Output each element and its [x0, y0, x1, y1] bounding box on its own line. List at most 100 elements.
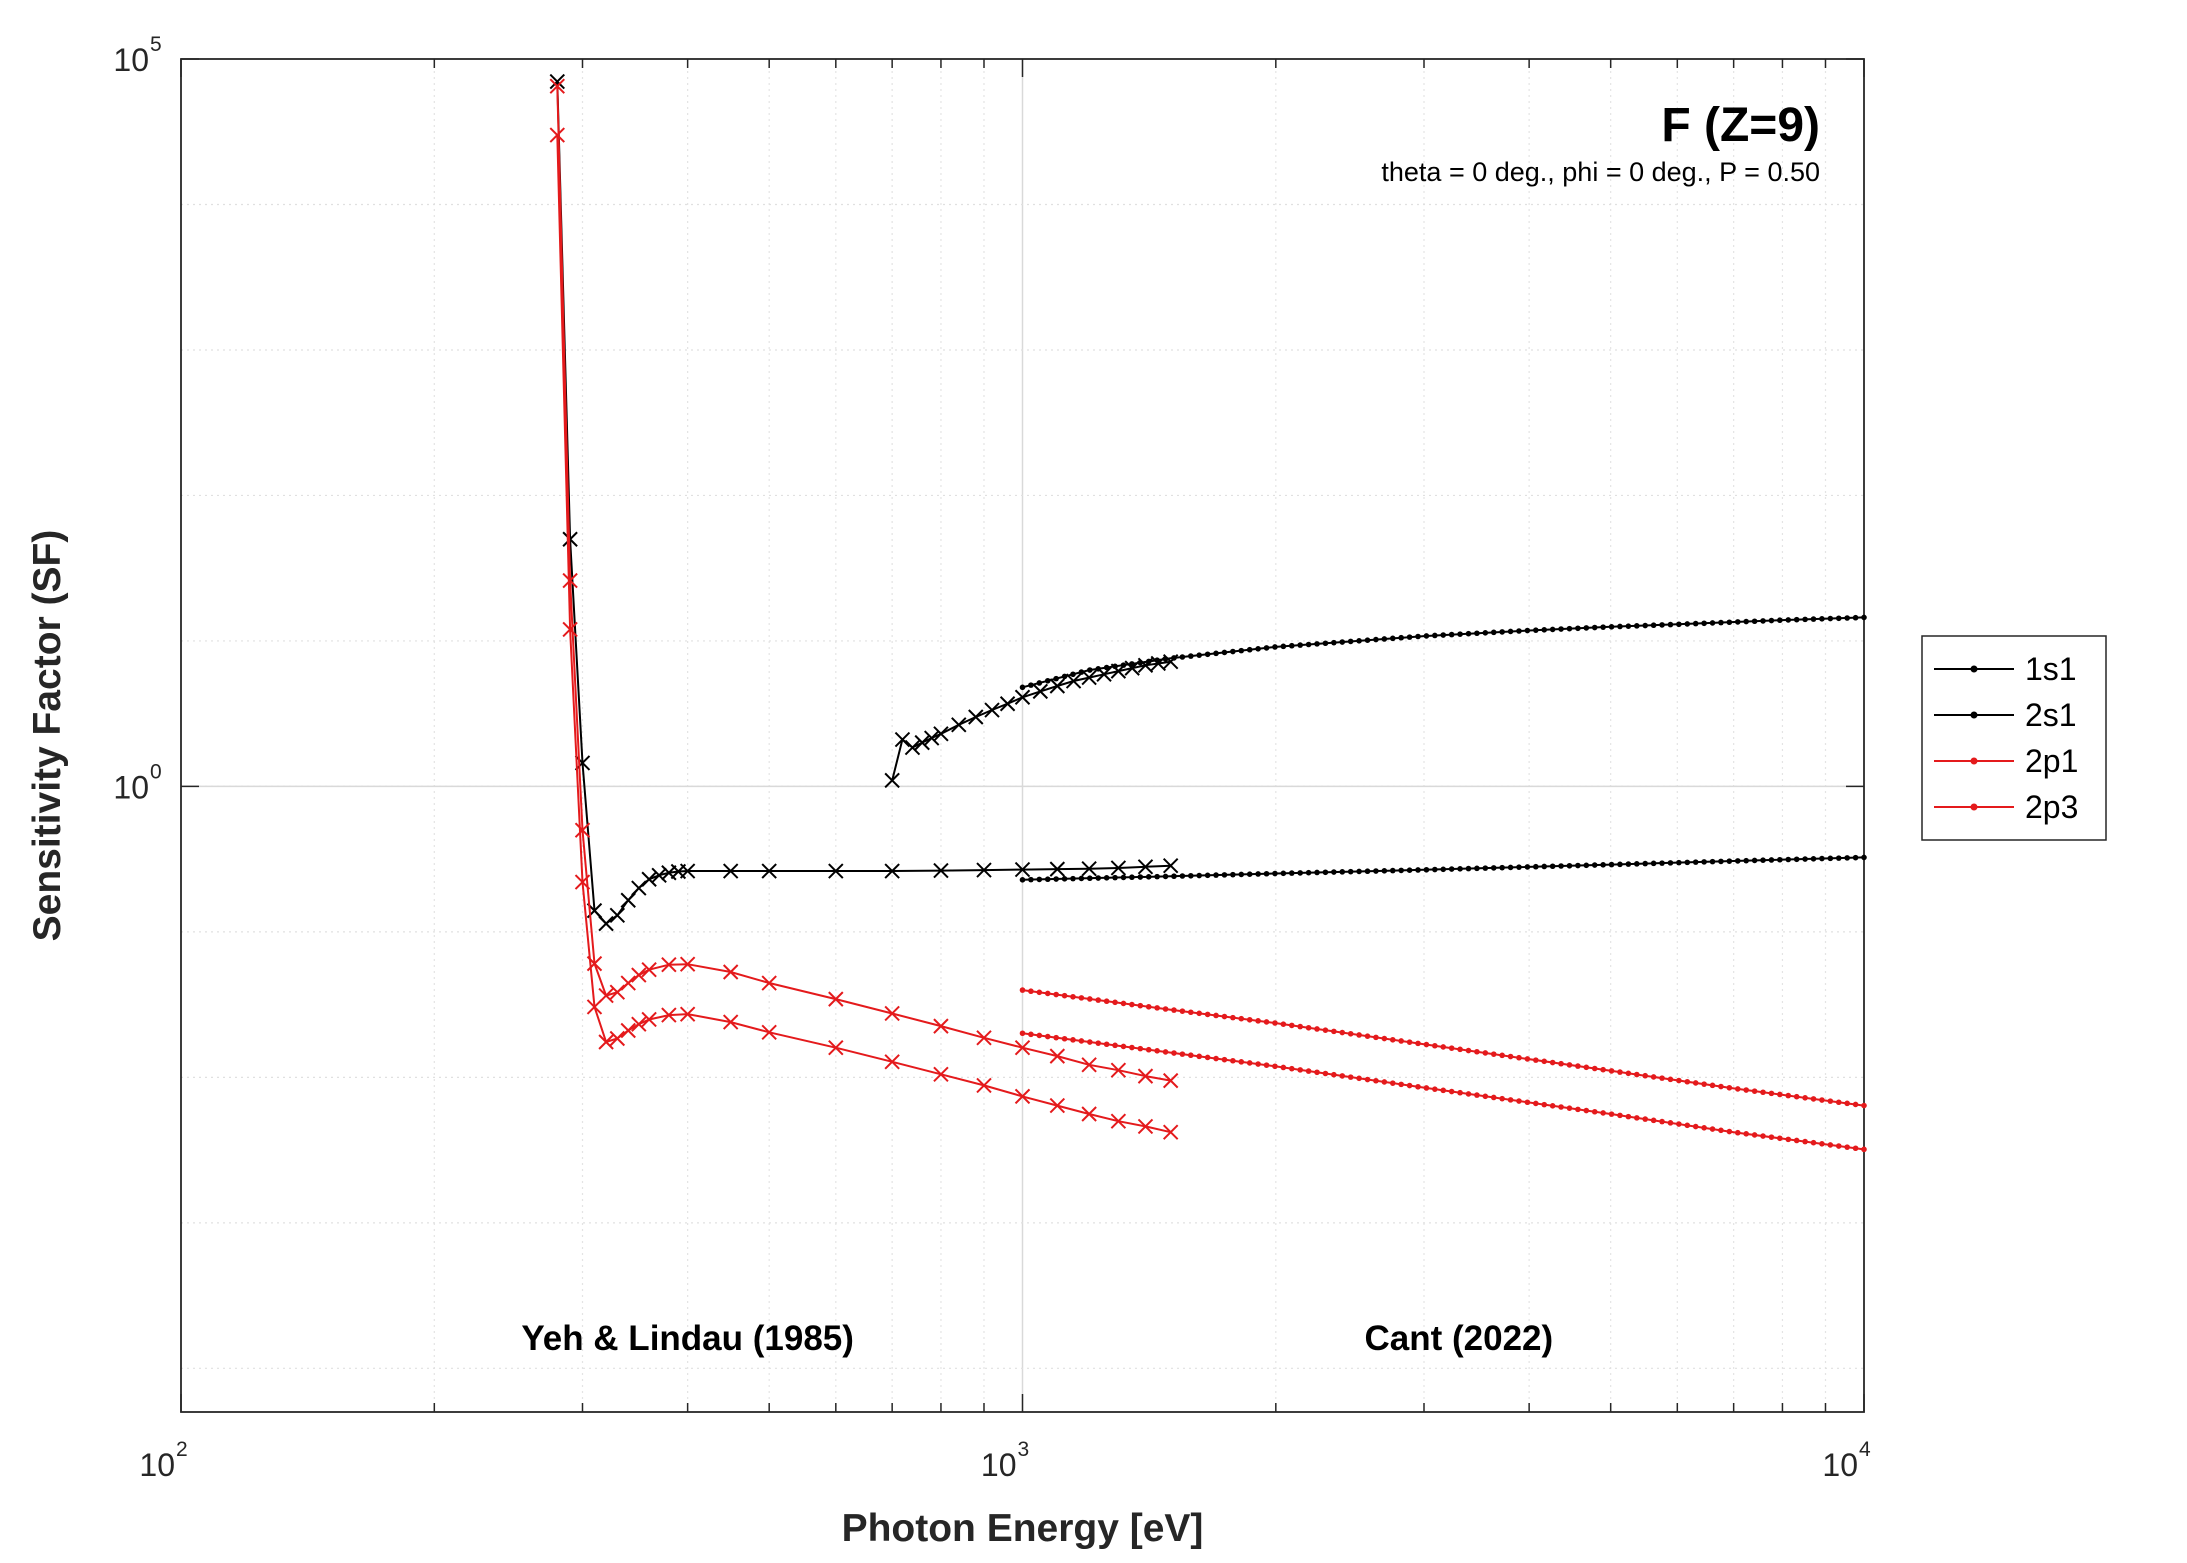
data-point: [1288, 870, 1295, 876]
data-point: [1726, 858, 1733, 864]
x-marker: [1049, 678, 1066, 694]
data-point: [1238, 1059, 1245, 1065]
data-point: [1743, 618, 1749, 625]
data-point: [1095, 997, 1102, 1003]
legend-box: [1921, 635, 2107, 841]
data-point: [1213, 1012, 1219, 1019]
data-series: [549, 73, 1867, 1153]
data-point: [1852, 854, 1859, 861]
data-point: [1692, 859, 1699, 865]
data-point: [1272, 1020, 1278, 1026]
data-point: [1819, 616, 1825, 622]
data-point: [1019, 684, 1026, 691]
data-point: [1524, 627, 1531, 634]
data-point: [1288, 642, 1295, 649]
x-marker: [933, 1018, 949, 1034]
data-point: [1726, 1084, 1733, 1091]
data-point: [1734, 1129, 1741, 1136]
data-point: [1482, 1050, 1489, 1056]
data-point: [1751, 618, 1758, 625]
data-point: [1793, 1093, 1800, 1100]
data-point: [1331, 869, 1337, 875]
data-point: [1297, 1023, 1303, 1030]
data-point: [1777, 1135, 1783, 1142]
data-point: [1802, 616, 1808, 623]
data-point: [1078, 1038, 1085, 1044]
data-point: [1389, 635, 1396, 642]
data-point: [1558, 863, 1564, 869]
data-point: [1701, 1125, 1707, 1131]
data-point: [1533, 1100, 1539, 1107]
data-point: [1760, 618, 1766, 624]
data-point: [1389, 1080, 1396, 1086]
series-2p3: [1019, 987, 1867, 1109]
data-point: [1196, 1010, 1203, 1017]
x-marker: [933, 1066, 949, 1082]
data-point: [1827, 1142, 1834, 1148]
data-point: [1827, 855, 1834, 862]
data-point: [1120, 1043, 1127, 1050]
data-point: [1844, 1144, 1850, 1150]
data-point: [1516, 864, 1522, 870]
data-point: [1667, 1076, 1674, 1083]
data-point: [1844, 1100, 1850, 1107]
data-point: [1676, 859, 1682, 866]
data-point: [1129, 1001, 1135, 1008]
data-point: [1221, 649, 1228, 656]
data-point: [1743, 1131, 1749, 1137]
x-marker: [641, 961, 657, 978]
data-point: [1238, 1015, 1245, 1022]
data-point: [1600, 1066, 1606, 1073]
data-point: [1440, 866, 1447, 873]
data-point: [1499, 864, 1505, 871]
data-point: [1070, 1037, 1076, 1043]
data-point: [1575, 625, 1581, 632]
x-marker: [884, 772, 900, 789]
legend-marker: [1970, 757, 1978, 765]
data-point: [1777, 856, 1783, 863]
data-point: [1044, 990, 1051, 997]
data-point: [1533, 1057, 1539, 1063]
data-point: [1465, 1091, 1472, 1097]
data-point: [1019, 987, 1026, 993]
x-marker: [722, 964, 739, 980]
data-point: [1507, 864, 1514, 871]
data-point: [1692, 620, 1699, 627]
data-point: [1423, 1041, 1430, 1048]
data-point: [1861, 1102, 1867, 1109]
data-point: [1768, 1134, 1775, 1140]
data-point: [1465, 865, 1472, 872]
x-marker: [549, 127, 565, 143]
x-marker: [1032, 683, 1049, 700]
data-point: [1339, 1029, 1346, 1036]
x-marker: [1162, 1072, 1179, 1089]
data-point: [1490, 865, 1497, 871]
data-point: [1835, 1099, 1842, 1106]
data-point: [1087, 875, 1093, 882]
data-point: [1591, 1108, 1598, 1115]
x-tick-base: 10: [981, 1447, 1017, 1483]
x-marker: [923, 730, 940, 746]
data-point: [1255, 1018, 1261, 1024]
data-point: [1364, 1033, 1371, 1039]
data-point: [1196, 1053, 1203, 1060]
data-point: [1339, 639, 1346, 645]
legend-item-2p1: 2p1: [1934, 743, 2078, 779]
data-point: [1734, 619, 1741, 625]
data-point: [1835, 1143, 1842, 1149]
x-marker: [1081, 1057, 1097, 1073]
data-point: [1701, 1081, 1707, 1087]
data-point: [1432, 632, 1438, 639]
data-point: [1381, 1079, 1388, 1085]
annotation-cant: Cant (2022): [1364, 1319, 1553, 1358]
x-marker: [1049, 1048, 1066, 1064]
series-2p1: [1019, 1030, 1867, 1153]
data-point: [1650, 1117, 1657, 1124]
x-tick-base: 10: [1822, 1447, 1858, 1483]
x-marker: [1110, 1113, 1127, 1129]
data-point: [1827, 1098, 1834, 1104]
data-point: [1196, 872, 1203, 879]
data-point: [1331, 1071, 1337, 1078]
data-point: [1667, 1120, 1674, 1126]
data-point: [1575, 1063, 1581, 1069]
